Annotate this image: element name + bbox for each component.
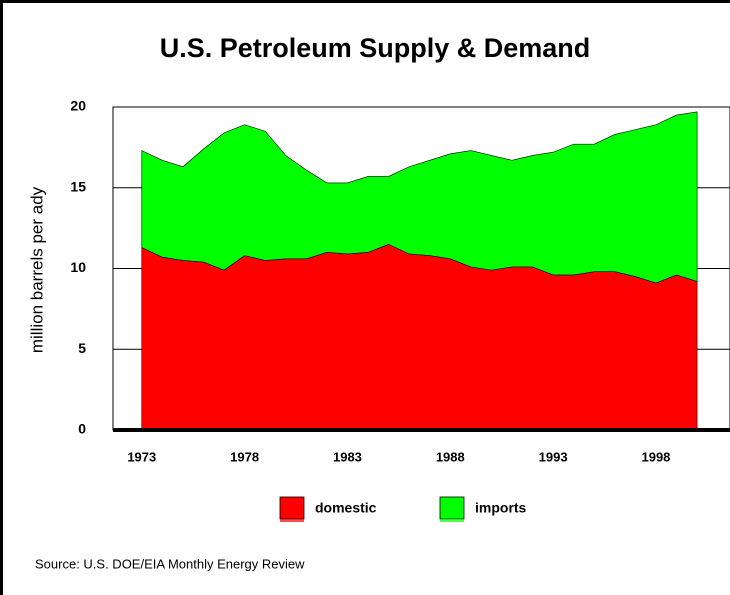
y-tick-label: 15 (70, 178, 86, 194)
legend-underline (440, 519, 464, 522)
y-tick-label: 0 (78, 421, 86, 437)
y-tick-label: 10 (70, 259, 86, 275)
x-tick-label: 1983 (333, 449, 362, 464)
chart-title: U.S. Petroleum Supply & Demand (160, 33, 591, 63)
y-axis-label: million barrels per ady (27, 186, 46, 353)
y-tick-label: 20 (70, 98, 86, 114)
x-tick-label: 1998 (641, 449, 670, 464)
legend-swatch (279, 496, 305, 520)
legend-label: imports (475, 500, 527, 516)
x-tick-label: 1993 (539, 449, 568, 464)
x-tick-label: 1978 (230, 449, 259, 464)
area-1 (141, 111, 698, 284)
y-tick-label: 5 (78, 340, 86, 356)
legend-label: domestic (315, 500, 377, 516)
source-note: Source: U.S. DOE/EIA Monthly Energy Revi… (35, 556, 305, 571)
x-tick-label: 1988 (436, 449, 465, 464)
x-tick-label: 1973 (127, 449, 156, 464)
legend-underline (280, 519, 304, 522)
legend-swatch (439, 496, 465, 520)
area-0 (141, 243, 698, 431)
